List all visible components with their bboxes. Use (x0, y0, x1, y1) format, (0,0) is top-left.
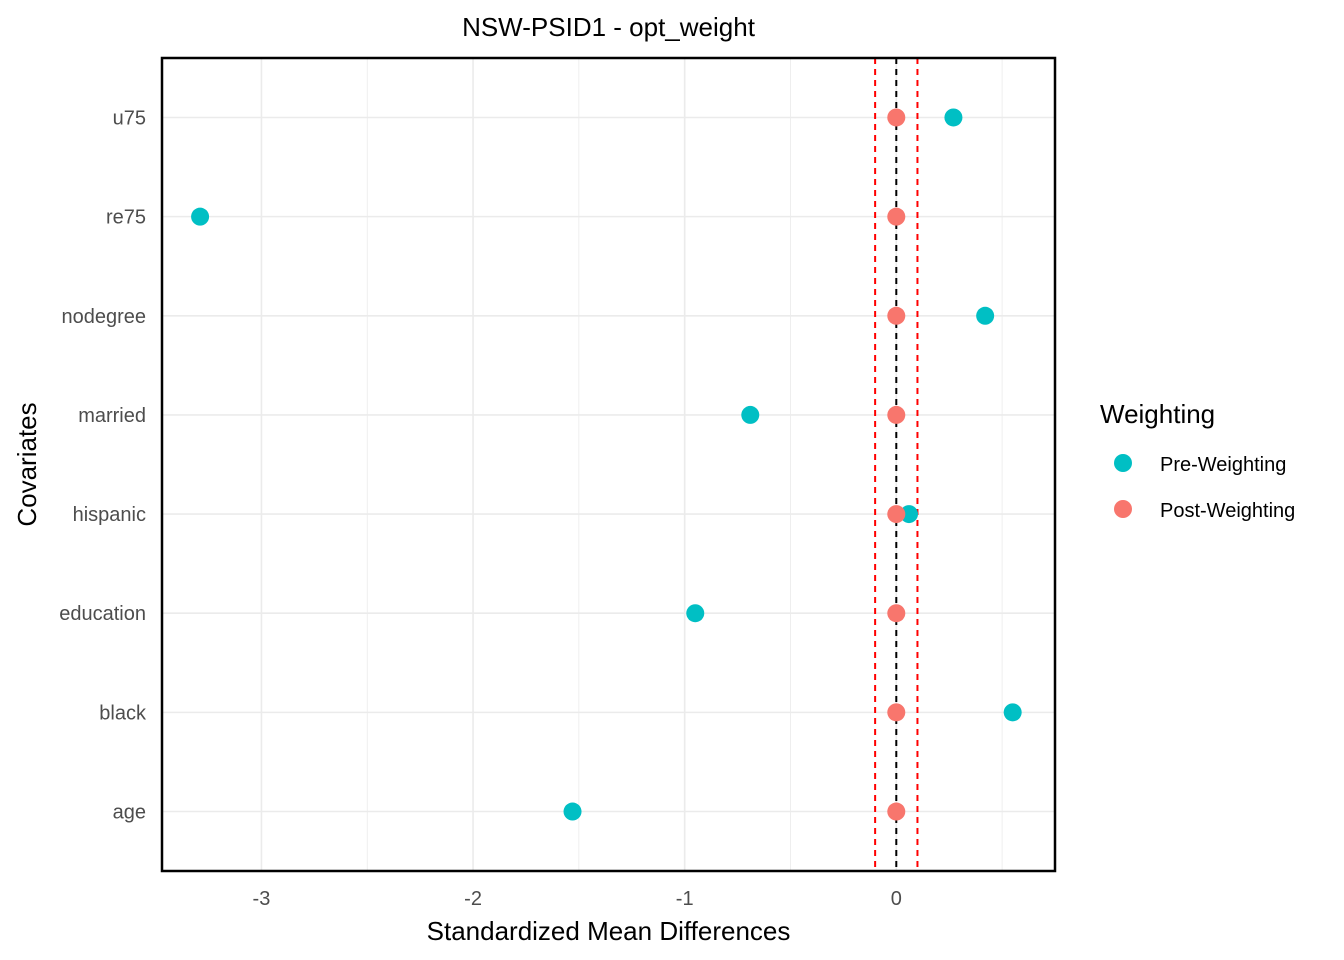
x-axis-ticks: -3 -2 -1 0 (253, 888, 902, 910)
point-pre-weighting-black (1003, 703, 1022, 722)
point-post-weighting-education (887, 604, 906, 623)
y-tick-label-re75: re75 (106, 207, 146, 229)
legend: Weighting Pre-Weighting Post-Weighting (1100, 399, 1295, 522)
point-pre-weighting-age (563, 802, 582, 821)
y-tick-label-black: black (99, 702, 147, 724)
point-post-weighting-age (887, 802, 906, 821)
point-pre-weighting-married (741, 405, 760, 424)
plot-panel-border (160, 56, 1057, 873)
y-tick-label-u75: u75 (113, 107, 146, 129)
y-tick-label-age: age (113, 802, 146, 824)
point-post-weighting-u75 (887, 108, 906, 127)
legend-key-pre-weighting (1114, 454, 1132, 472)
legend-label-pre-weighting: Pre-Weighting (1160, 454, 1286, 476)
chart-title: NSW-PSID1 - opt_weight (462, 12, 756, 42)
y-axis-title: Covariates (12, 402, 42, 526)
y-axis-ticks: age black education hispanic married nodegree… (59, 107, 147, 823)
point-post-weighting-hispanic (887, 505, 906, 524)
y-tick-label-nodegree: nodegree (61, 306, 146, 328)
x-tick-label: -2 (464, 888, 482, 910)
legend-label-post-weighting: Post-Weighting (1160, 500, 1295, 522)
point-pre-weighting-nodegree (976, 306, 995, 325)
grid (162, 58, 1055, 871)
x-tick-label: 0 (891, 888, 902, 910)
point-post-weighting-re75 (887, 207, 906, 226)
y-tick-label-education: education (59, 603, 146, 625)
point-pre-weighting-re75 (191, 207, 210, 226)
point-post-weighting-black (887, 703, 906, 722)
point-pre-weighting-hispanic (899, 505, 918, 524)
legend-key-post-weighting (1114, 500, 1132, 518)
point-pre-weighting-education (686, 604, 705, 623)
legend-title: Weighting (1100, 399, 1215, 429)
reference-lines (874, 58, 919, 871)
y-tick-label-hispanic: hispanic (73, 504, 146, 526)
x-axis-title: Standardized Mean Differences (427, 916, 791, 946)
x-tick-label: -1 (676, 888, 694, 910)
point-pre-weighting-u75 (944, 108, 963, 127)
point-post-weighting-nodegree (887, 306, 906, 325)
x-tick-label: -3 (253, 888, 271, 910)
point-post-weighting-married (887, 405, 906, 424)
y-tick-label-married: married (78, 405, 146, 427)
data-points (191, 108, 1022, 821)
